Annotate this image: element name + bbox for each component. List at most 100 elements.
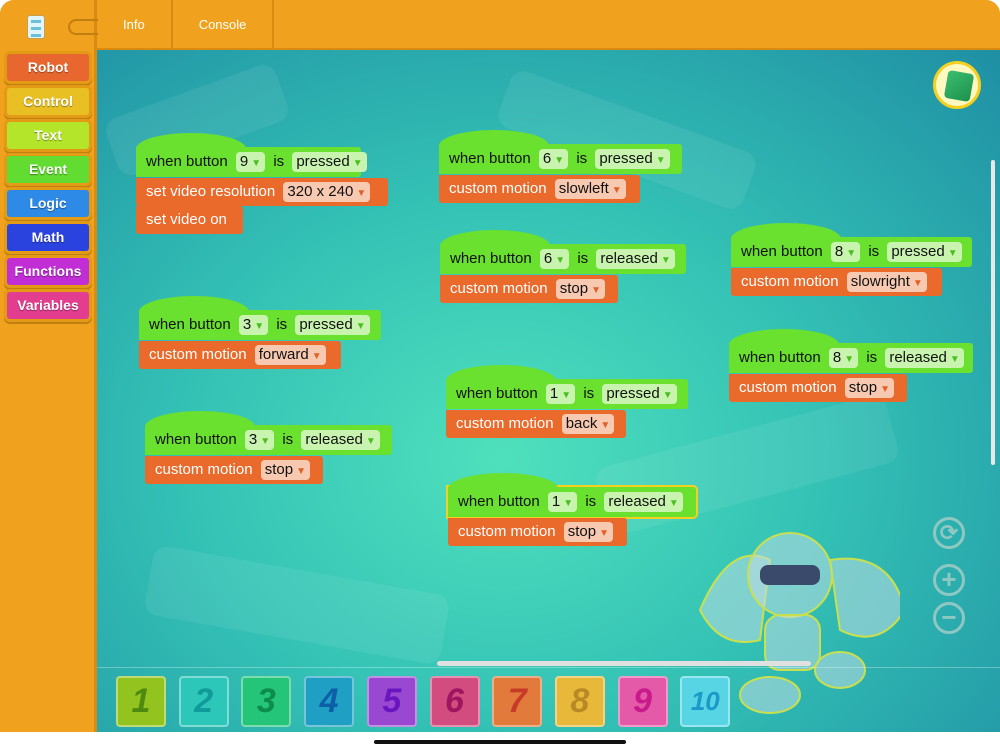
event-type-dropdown[interactable]: released ▼ — [596, 249, 675, 269]
zoom-in-icon[interactable]: + — [933, 564, 965, 596]
button-number-dropdown[interactable]: 1 ▼ — [545, 384, 576, 404]
button-number-dropdown[interactable]: 8 ▼ — [828, 348, 859, 368]
command-block[interactable]: custom motion slowleft ▼ — [439, 175, 640, 203]
home-indicator — [374, 740, 626, 744]
category-control[interactable]: Control — [7, 88, 89, 115]
command-argument-dropdown[interactable]: back ▼ — [561, 414, 615, 434]
dropdown-arrow-icon: ▼ — [296, 466, 306, 477]
category-event[interactable]: Event — [7, 156, 89, 183]
block-label: when button — [456, 385, 538, 402]
dropdown-arrow-icon: ▼ — [662, 390, 673, 401]
button-number-dropdown[interactable]: 3 ▼ — [238, 315, 269, 335]
when-button-hat-block[interactable]: when button 8 ▼ is released ▼ — [729, 329, 973, 373]
category-variables[interactable]: Variables — [7, 292, 89, 319]
when-button-hat-block[interactable]: when button 9 ▼ is pressed ▼ — [136, 133, 367, 177]
button-number-dropdown[interactable]: 6 ▼ — [539, 249, 570, 269]
program-slot-9[interactable]: 9 — [617, 676, 668, 727]
when-button-hat-block[interactable]: when button 6 ▼ is released ▼ — [440, 230, 686, 274]
command-argument-dropdown[interactable]: stop ▼ — [260, 460, 310, 480]
zoom-out-icon[interactable]: − — [933, 602, 965, 634]
event-type-dropdown[interactable]: released ▼ — [885, 348, 964, 368]
dropdown-arrow-icon: ▼ — [600, 420, 611, 431]
block-label: when button — [450, 250, 532, 267]
program-slot-5[interactable]: 5 — [366, 676, 417, 727]
category-math[interactable]: Math — [7, 224, 89, 251]
dropdown-arrow-icon: ▼ — [311, 351, 322, 362]
when-button-hat-block[interactable]: when button 6 ▼ is pressed ▼ — [439, 130, 682, 174]
category-robot[interactable]: Robot — [7, 54, 89, 81]
program-slot-10[interactable]: 10 — [680, 676, 731, 727]
command-argument-dropdown[interactable]: 320 x 240 ▼ — [283, 182, 371, 202]
dropdown-arrow-icon: ▼ — [563, 498, 574, 509]
program-slot-3[interactable]: 3 — [241, 676, 292, 727]
command-argument-dropdown[interactable]: slowright ▼ — [846, 272, 927, 292]
event-type-dropdown[interactable]: released ▼ — [604, 492, 683, 512]
event-type-dropdown[interactable]: pressed ▼ — [295, 315, 370, 335]
command-argument-dropdown[interactable]: stop ▼ — [555, 279, 605, 299]
button-number-dropdown-value: 1 — [551, 493, 561, 510]
collapse-sidebar-icon[interactable] — [68, 19, 98, 35]
event-type-dropdown[interactable]: pressed ▼ — [595, 149, 670, 169]
command-argument-dropdown-value: stop — [264, 461, 294, 478]
block-label: when button — [739, 349, 821, 366]
button-number-dropdown[interactable]: 3 ▼ — [244, 430, 275, 450]
command-argument-dropdown[interactable]: stop ▼ — [844, 378, 894, 398]
category-text[interactable]: Text — [7, 122, 89, 149]
command-block[interactable]: custom motion slowright ▼ — [731, 268, 942, 296]
horizontal-scrollbar[interactable] — [437, 661, 811, 666]
button-number-dropdown[interactable]: 6 ▼ — [538, 149, 569, 169]
command-argument-dropdown[interactable]: stop ▼ — [563, 522, 613, 542]
event-type-dropdown[interactable]: pressed ▼ — [602, 384, 677, 404]
button-number-dropdown-value: 3 — [248, 431, 258, 448]
reset-view-icon[interactable]: ⟳ — [933, 517, 965, 549]
command-argument-dropdown[interactable]: forward ▼ — [254, 345, 326, 365]
tab-console[interactable]: Console — [173, 0, 275, 48]
event-type-dropdown-value: released — [305, 431, 363, 448]
command-argument-dropdown-value: stop — [848, 379, 878, 396]
when-button-hat-block[interactable]: when button 1 ▼ is pressed ▼ — [446, 365, 688, 409]
when-button-hat-block[interactable]: when button 1 ▼ is released ▼ — [448, 473, 696, 517]
vertical-scrollbar[interactable] — [991, 160, 995, 465]
app-logo-icon[interactable] — [933, 61, 981, 109]
program-slot-6[interactable]: 6 — [429, 676, 480, 727]
command-label: custom motion — [739, 379, 837, 396]
button-number-dropdown[interactable]: 9 ▼ — [235, 152, 266, 172]
program-slot-7[interactable]: 7 — [492, 676, 543, 727]
command-block[interactable]: custom motion back ▼ — [446, 410, 626, 438]
button-number-dropdown-value: 8 — [832, 349, 842, 366]
top-bar: Info Console — [97, 0, 1000, 50]
tab-info[interactable]: Info — [97, 0, 173, 48]
command-block[interactable]: custom motion stop ▼ — [448, 518, 627, 546]
when-button-hat-block[interactable]: when button 3 ▼ is released ▼ — [145, 411, 392, 455]
program-slot-8[interactable]: 8 — [554, 676, 605, 727]
button-number-dropdown[interactable]: 8 ▼ — [830, 242, 861, 262]
command-argument-dropdown[interactable]: slowleft ▼ — [554, 179, 626, 199]
command-block[interactable]: set video resolution 320 x 240 ▼ — [136, 178, 388, 206]
category-functions[interactable]: Functions — [7, 258, 89, 285]
command-label: custom motion — [149, 346, 247, 363]
event-type-dropdown[interactable]: released ▼ — [301, 430, 380, 450]
event-type-dropdown-value: released — [600, 250, 658, 267]
when-button-hat-block[interactable]: when button 8 ▼ is pressed ▼ — [731, 223, 972, 267]
block-label: is — [576, 150, 588, 167]
category-logic[interactable]: Logic — [7, 190, 89, 217]
command-block[interactable]: custom motion stop ▼ — [729, 374, 907, 402]
when-button-hat-block[interactable]: when button 3 ▼ is pressed ▼ — [139, 296, 381, 340]
program-slot-1[interactable]: 1 — [116, 676, 166, 727]
command-block[interactable]: custom motion stop ▼ — [145, 456, 323, 484]
dropdown-arrow-icon: ▼ — [660, 255, 671, 266]
program-slot-4[interactable]: 4 — [304, 676, 355, 727]
menu-icon[interactable] — [27, 15, 45, 39]
category-sidebar: Robot Control Text Event Logic Math Functions V… — [0, 0, 98, 732]
program-slot-2[interactable]: 2 — [178, 676, 229, 727]
event-type-dropdown[interactable]: pressed ▼ — [292, 152, 367, 172]
event-type-dropdown[interactable]: pressed ▼ — [887, 242, 962, 262]
command-block[interactable]: custom motion forward ▼ — [139, 341, 341, 369]
block-label: when button — [155, 431, 237, 448]
dropdown-arrow-icon: ▼ — [846, 248, 857, 259]
command-block[interactable]: custom motion stop ▼ — [440, 275, 618, 303]
command-argument-dropdown-value: stop — [567, 523, 597, 540]
button-number-dropdown[interactable]: 1 ▼ — [547, 492, 578, 512]
block-label: when button — [458, 493, 540, 510]
command-block[interactable]: set video on — [136, 206, 243, 234]
